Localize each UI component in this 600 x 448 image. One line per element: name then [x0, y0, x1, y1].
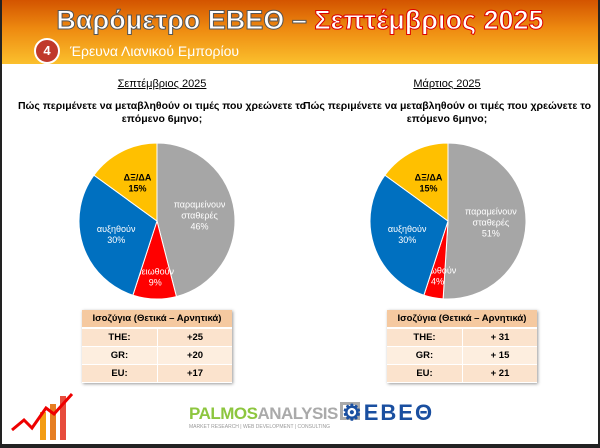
- pie-slice: [78, 174, 158, 296]
- section-subtitle: Έρευνα Λιανικού Εμπορίου: [70, 43, 240, 59]
- period-title: Μάρτιος 2025: [413, 78, 481, 90]
- table-row: EU: + 21: [387, 364, 537, 383]
- slice-label: ΔΞ/ΔΑ 15%: [415, 172, 443, 193]
- palmos-logo: PALMOSANALYSIS MARKET RESEARCH | WEB DEV…: [189, 402, 360, 431]
- table-row: THE: + 31: [387, 328, 537, 347]
- pie-slice: [384, 142, 449, 222]
- row-value: +25: [157, 328, 232, 347]
- row-value: +17: [157, 364, 232, 383]
- pie-chart-march: παραμείνουν σταθερές 51% μειωθούν 4% αυξηθούν…: [369, 142, 527, 300]
- gear-icon: ⚙: [342, 400, 364, 425]
- table-row: THE: +25: [82, 328, 232, 347]
- slice-label: ΔΞ/ΔΑ 15%: [124, 172, 152, 193]
- pie-chart-september: παραμείνουν σταθερές 46% μειωθούν 9% αυξηθούν…: [78, 142, 236, 300]
- question: Πώς περιμένετε να μεταβληθούν οι τιμές π…: [17, 100, 307, 125]
- balance-table-september: Ισοζύγια (Θετικά – Αρνητικά) THE: +25 GR:…: [82, 310, 232, 383]
- row-key: THE:: [82, 328, 158, 347]
- panel-march: Μάρτιος 2025 Πώς περιμένετε να μεταβληθο…: [302, 70, 592, 126]
- title-part2: Σεπτέμβριος 2025: [314, 5, 544, 36]
- palmos-logo-part1: PALMOS: [189, 404, 258, 423]
- section-badge: 4: [34, 38, 60, 64]
- row-value: + 15: [462, 346, 537, 365]
- question: Πώς περιμένετε να μεταβληθούν οι τιμές π…: [302, 100, 592, 125]
- row-key: EU:: [82, 364, 158, 383]
- slice-label: μειωθούν 9%: [136, 267, 174, 288]
- panel-september: Σεπτέμβριος 2025 Πώς περιμένετε να μεταβ…: [17, 70, 307, 126]
- table-header: Ισοζύγια (Θετικά – Αρνητικά): [82, 310, 232, 329]
- pie-slice: [442, 142, 527, 300]
- row-value: +20: [157, 346, 232, 365]
- slice-label: αυξηθούν 30%: [97, 224, 136, 245]
- balance-table-march: Ισοζύγια (Θετικά – Αρνητικά) THE: + 31 GR…: [387, 310, 537, 383]
- footer-logos: PALMOSANALYSIS MARKET RESEARCH | WEB DEV…: [2, 392, 598, 444]
- table-row: EU: +17: [82, 364, 232, 383]
- slice-label: αυξηθούν 30%: [388, 224, 427, 245]
- period-title: Σεπτέμβριος 2025: [117, 78, 207, 90]
- pie-slice: [93, 142, 158, 222]
- row-key: EU:: [387, 364, 463, 383]
- row-value: + 31: [462, 328, 537, 347]
- pie-slice: [369, 174, 449, 296]
- row-key: GR:: [82, 346, 158, 365]
- row-key: THE:: [387, 328, 463, 347]
- slice-label: παραμείνουν σταθερές 51%: [465, 206, 517, 238]
- slide-title: Βαρόμετρο ΕΒΕΘ – Σεπτέμβριος 2025: [2, 3, 598, 37]
- growth-chart-icon: [11, 392, 74, 440]
- palmos-tagline: MARKET RESEARCH | WEB DEVELOPMENT | CONS…: [189, 424, 330, 430]
- table-row: GR: + 15: [387, 346, 537, 365]
- pie-slice: [156, 142, 236, 298]
- ebeth-logo: ⚙ΕΒΕΘ: [342, 400, 434, 426]
- row-key: GR:: [387, 346, 463, 365]
- table-header: Ισοζύγια (Θετικά – Αρνητικά): [387, 310, 537, 329]
- ebeth-logo-text: ΕΒΕΘ: [363, 400, 435, 425]
- slice-label: παραμείνουν σταθερές 46%: [174, 200, 226, 232]
- header: Βαρόμετρο ΕΒΕΘ – Σεπτέμβριος 2025 4 Έρευ…: [2, 0, 598, 64]
- row-value: + 21: [462, 364, 537, 383]
- palmos-logo-part2: ANALYSIS: [257, 404, 338, 423]
- slice-label: μειωθούν 4%: [419, 266, 457, 287]
- title-part1: Βαρόμετρο ΕΒΕΘ –: [56, 5, 315, 36]
- table-row: GR: +20: [82, 346, 232, 365]
